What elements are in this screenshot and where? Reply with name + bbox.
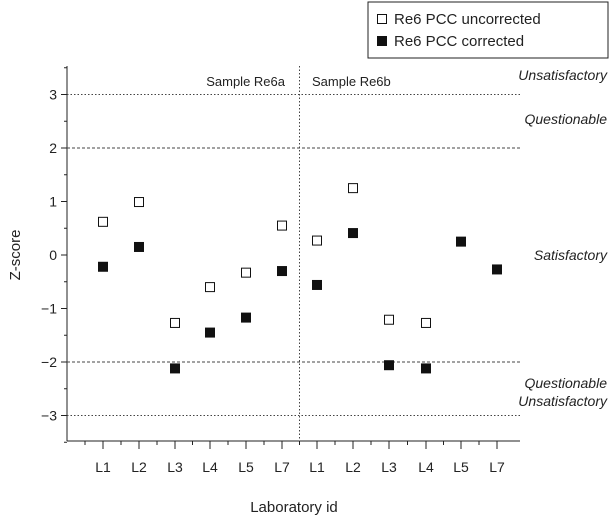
y-axis-title: Z-score xyxy=(7,230,24,281)
corrected-point xyxy=(171,364,180,373)
corrected-point xyxy=(493,265,502,274)
x-tick-label: L7 xyxy=(274,459,290,475)
zone-label: Questionable xyxy=(524,111,607,127)
legend-uncorrected-marker xyxy=(378,15,387,24)
y-tick-label: −2 xyxy=(41,354,57,370)
uncorrected-point xyxy=(171,318,180,327)
legend-uncorrected-label: Re6 PCC uncorrected xyxy=(394,11,541,28)
uncorrected-point xyxy=(349,184,358,193)
corrected-point xyxy=(135,242,144,251)
y-tick-label: −1 xyxy=(41,301,57,317)
zone-label: Satisfactory xyxy=(534,247,608,263)
x-tick-label: L5 xyxy=(238,459,254,475)
y-tick-label: −3 xyxy=(41,408,57,424)
y-tick-label: 2 xyxy=(49,140,57,156)
x-tick-label: L2 xyxy=(131,459,147,475)
x-tick-label: L1 xyxy=(309,459,325,475)
zone-label: Unsatisfactory xyxy=(518,67,608,83)
uncorrected-point xyxy=(385,315,394,324)
uncorrected-point xyxy=(278,221,287,230)
legend-corrected-label: Re6 PCC corrected xyxy=(394,33,524,50)
corrected-point xyxy=(278,267,287,276)
corrected-point xyxy=(313,280,322,289)
corrected-point xyxy=(457,237,466,246)
uncorrected-point xyxy=(135,198,144,207)
x-axis-title: Laboratory id xyxy=(250,499,338,516)
x-tick-label: L7 xyxy=(489,459,505,475)
corrected-point xyxy=(349,229,358,238)
uncorrected-point xyxy=(242,268,251,277)
y-tick-label: 1 xyxy=(49,194,57,210)
legend-corrected-marker xyxy=(378,37,387,46)
uncorrected-point xyxy=(313,236,322,245)
corrected-point xyxy=(422,364,431,373)
corrected-point xyxy=(242,313,251,322)
corrected-point xyxy=(206,328,215,337)
x-tick-label: L3 xyxy=(381,459,397,475)
x-tick-label: L5 xyxy=(453,459,469,475)
corrected-point xyxy=(385,361,394,370)
sample-label-b: Sample Re6b xyxy=(312,74,391,89)
zone-label: Questionable xyxy=(524,375,607,391)
corrected-point xyxy=(99,262,108,271)
x-tick-label: L3 xyxy=(167,459,183,475)
sample-label-a: Sample Re6a xyxy=(206,74,286,89)
uncorrected-point xyxy=(99,217,108,226)
x-tick-label: L2 xyxy=(345,459,361,475)
y-tick-label: 0 xyxy=(49,247,57,263)
uncorrected-point xyxy=(206,283,215,292)
zone-label: Unsatisfactory xyxy=(518,393,608,409)
uncorrected-point xyxy=(422,318,431,327)
x-tick-label: L4 xyxy=(418,459,434,475)
x-tick-label: L4 xyxy=(202,459,218,475)
x-tick-label: L1 xyxy=(95,459,111,475)
y-tick-label: 3 xyxy=(49,87,57,103)
